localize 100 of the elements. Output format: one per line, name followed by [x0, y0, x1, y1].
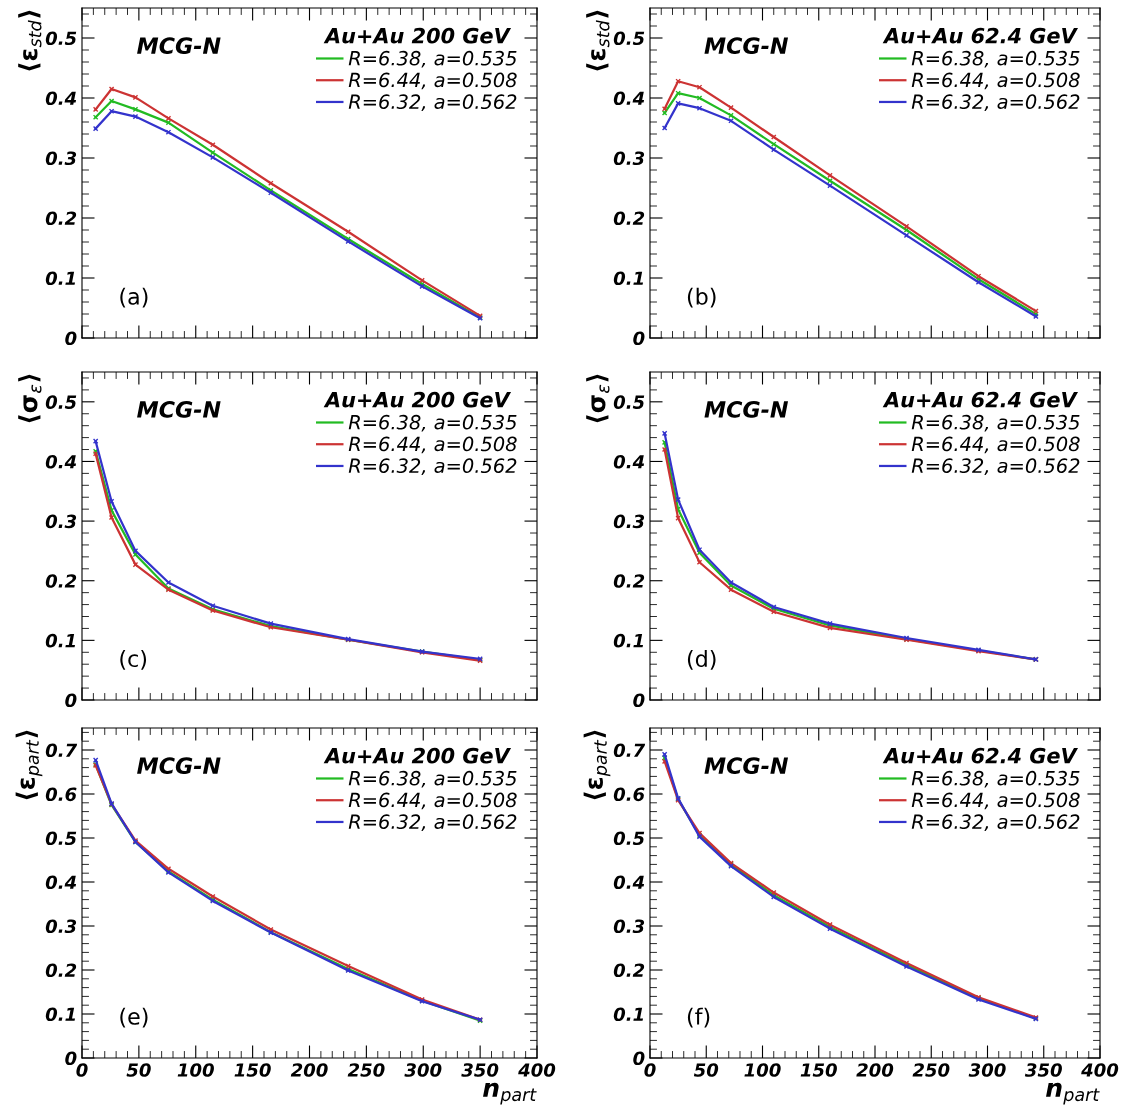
y-tick-label: 0.1 — [613, 1007, 644, 1022]
y-tick-label: 0.1 — [45, 271, 76, 286]
x-tick-label: 100 — [177, 1063, 214, 1077]
y-tick-label: 0.7 — [613, 743, 646, 758]
y-tick-label: 0.4 — [45, 91, 77, 106]
legend-label: R=6.38, a=0.535 — [911, 50, 1080, 68]
annotation: MCG-N — [137, 37, 221, 55]
annotation: (d) — [687, 649, 716, 670]
y-tick-label: 0.1 — [45, 1007, 76, 1022]
legend-title: Au+Au 62.4 GeV — [882, 27, 1079, 44]
y-tick-label: 0.5 — [613, 831, 645, 846]
legend-title: Au+Au 62.4 GeV — [882, 391, 1079, 408]
y-tick-label: 0.6 — [45, 787, 77, 802]
legend-label: R=6.32, a=0.562 — [911, 458, 1080, 476]
y-tick-label: 0.5 — [45, 395, 77, 409]
x-tick-label: 350 — [461, 1063, 499, 1077]
legend-label: R=6.32, a=0.562 — [348, 94, 517, 112]
x-tick-label: 0 — [76, 1063, 88, 1077]
y-tick-label: 0 — [633, 1051, 645, 1066]
x-axis-title: n$_{part}$ — [483, 1082, 537, 1105]
legend-label: R=6.38, a=0.535 — [348, 770, 517, 788]
y-tick-label: 0.4 — [45, 454, 77, 469]
x-axis-title: n$_{part}$ — [1046, 1082, 1100, 1105]
y-tick-label: 0.2 — [613, 963, 645, 978]
y-tick-label: 0.3 — [613, 919, 645, 934]
legend-label: R=6.38, a=0.535 — [911, 770, 1080, 788]
y-tick-label: 0.3 — [45, 151, 77, 166]
legend-label: R=6.32, a=0.562 — [348, 814, 517, 832]
x-tick-label: 400 — [518, 1063, 556, 1077]
y-tick-label: 0.2 — [45, 211, 77, 226]
legend-label: R=6.44, a=0.508 — [911, 72, 1080, 90]
y-tick-label: 0.1 — [613, 271, 644, 286]
x-tick-label: 350 — [1024, 1063, 1062, 1077]
legend-label: R=6.44, a=0.508 — [911, 792, 1080, 810]
legend-title: Au+Au 62.4 GeV — [882, 747, 1079, 764]
y-tick-label: 0.2 — [45, 963, 77, 978]
annotation: (b) — [687, 287, 716, 308]
legend-label: R=6.32, a=0.562 — [911, 94, 1080, 112]
legend-title: Au+Au 200 GeV — [323, 391, 512, 408]
legend-label: R=6.44, a=0.508 — [348, 792, 517, 810]
legend-title: Au+Au 200 GeV — [323, 747, 512, 764]
y-tick-label: 0.2 — [613, 211, 645, 226]
y-tick-label: 0.5 — [45, 31, 77, 46]
annotation: (a) — [120, 287, 148, 308]
y-tick-label: 0.1 — [613, 633, 644, 648]
y-axis-title: ⟨ε$_{std}$⟩ — [586, 10, 610, 71]
x-tick-label: 0 — [644, 1063, 656, 1077]
legend-label: R=6.44, a=0.508 — [911, 436, 1080, 454]
y-tick-label: 0.3 — [45, 919, 77, 934]
x-tick-label: 200 — [856, 1063, 894, 1077]
y-axis-title: ⟨ε$_{part}$⟩ — [15, 730, 43, 800]
y-tick-label: 0.3 — [45, 514, 77, 529]
legend-label: R=6.44, a=0.508 — [348, 72, 517, 90]
y-axis-title: ⟨ε$_{part}$⟩ — [583, 730, 611, 800]
y-axis-title: ⟨σ$_{ε}$⟩ — [18, 374, 42, 423]
annotation: (c) — [120, 649, 147, 670]
y-tick-label: 0.1 — [45, 633, 76, 648]
legend-title: Au+Au 200 GeV — [323, 27, 512, 44]
legend-label: R=6.32, a=0.562 — [911, 814, 1080, 832]
x-tick-label: 400 — [1081, 1063, 1119, 1077]
y-tick-label: 0 — [633, 693, 645, 708]
x-tick-label: 250 — [347, 1063, 385, 1077]
x-tick-label: 300 — [968, 1063, 1006, 1077]
x-tick-label: 300 — [404, 1063, 442, 1077]
y-tick-label: 0.4 — [613, 454, 645, 469]
annotation: MCG-N — [704, 401, 789, 418]
x-tick-label: 250 — [912, 1063, 950, 1077]
y-tick-label: 0.3 — [613, 514, 645, 529]
x-tick-label: 50 — [126, 1063, 151, 1077]
y-axis-title: ⟨σ$_{ε}$⟩ — [586, 374, 610, 423]
x-tick-label: 50 — [693, 1063, 719, 1077]
y-tick-label: 0.7 — [45, 743, 78, 758]
y-tick-label: 0 — [65, 331, 77, 346]
x-tick-label: 150 — [234, 1063, 271, 1077]
x-tick-label: 200 — [290, 1063, 328, 1077]
annotation: (e) — [120, 1007, 148, 1028]
legend-label: R=6.38, a=0.535 — [348, 414, 517, 432]
annotation: MCG-N — [137, 757, 221, 775]
y-tick-label: 0.4 — [613, 91, 645, 106]
y-tick-label: 0.2 — [613, 574, 645, 588]
y-tick-label: 0.5 — [613, 31, 645, 46]
y-tick-label: 0.4 — [613, 875, 645, 890]
y-axis-title: ⟨ε$_{std}$⟩ — [18, 10, 42, 71]
x-tick-label: 150 — [800, 1063, 837, 1077]
legend-label: R=6.38, a=0.535 — [911, 414, 1080, 432]
legend-label: R=6.38, a=0.535 — [348, 50, 517, 68]
y-tick-label: 0 — [65, 693, 77, 708]
y-tick-label: 0.6 — [613, 787, 645, 802]
y-tick-label: 0 — [65, 1051, 77, 1066]
legend-label: R=6.32, a=0.562 — [348, 458, 517, 476]
y-tick-label: 0 — [633, 331, 645, 346]
y-tick-label: 0.3 — [613, 151, 645, 166]
y-tick-label: 0.5 — [45, 831, 77, 846]
annotation: MCG-N — [137, 401, 221, 418]
annotation: (f) — [687, 1007, 710, 1028]
y-tick-label: 0.2 — [45, 574, 77, 588]
legend-label: R=6.44, a=0.508 — [348, 436, 517, 454]
annotation: MCG-N — [704, 757, 789, 775]
x-tick-label: 100 — [744, 1063, 781, 1077]
y-tick-label: 0.4 — [45, 875, 77, 890]
